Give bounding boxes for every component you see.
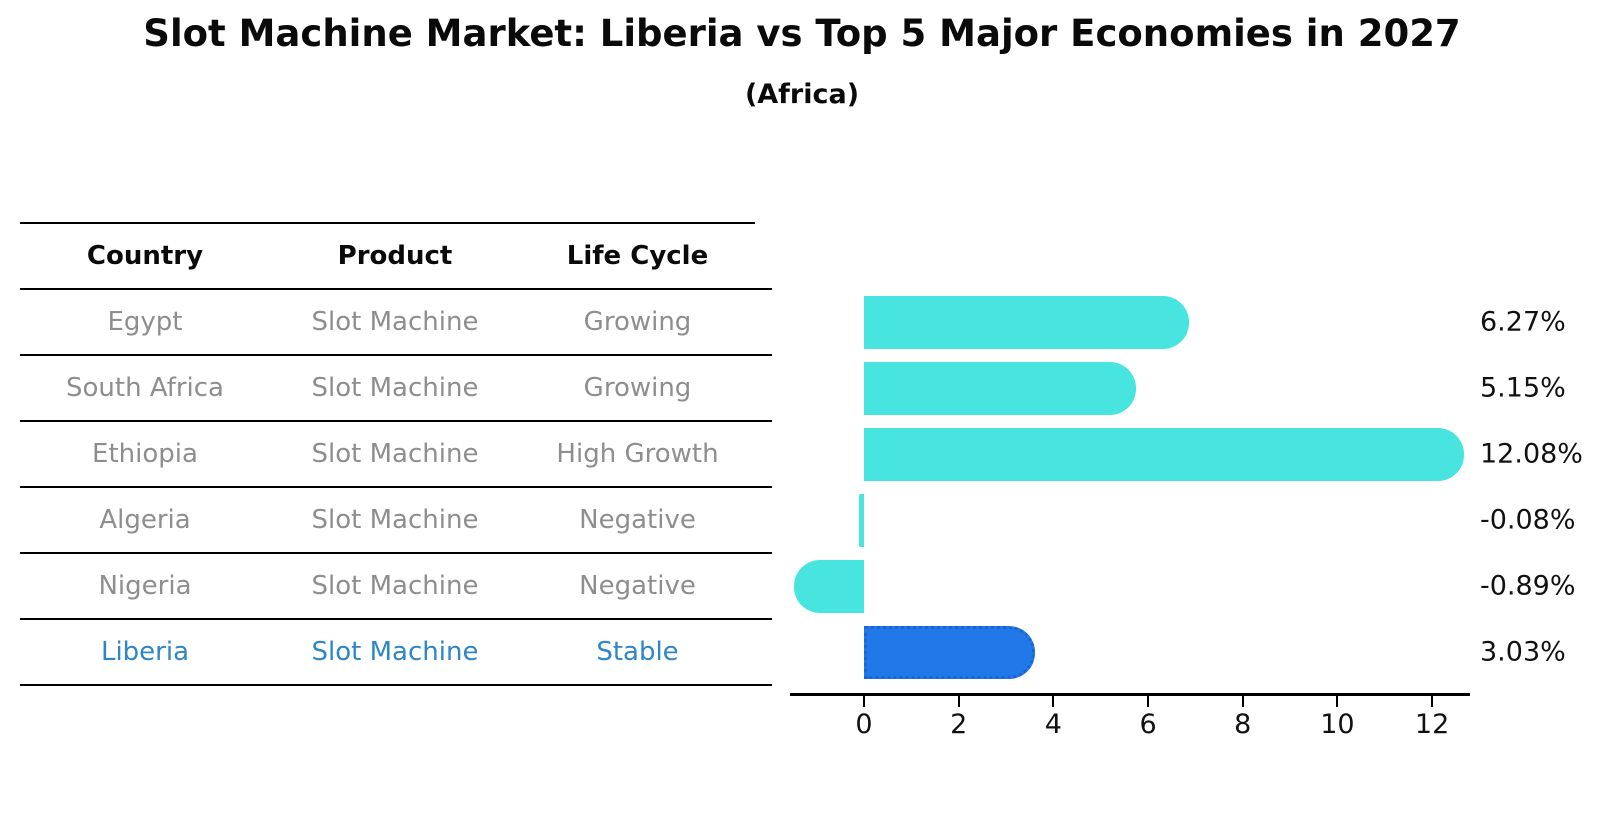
x-tick-label: 2 [950, 709, 968, 740]
table-divider [20, 354, 755, 356]
y-tick-mark [754, 354, 772, 356]
bar-nigeria [793, 559, 864, 613]
table-divider [20, 618, 755, 620]
table-cell-product: Slot Machine [311, 439, 479, 469]
table-cell-product: Slot Machine [311, 571, 479, 601]
table-cell-life_cycle: Negative [579, 505, 696, 535]
y-tick-mark [754, 684, 772, 686]
bar-egypt [864, 295, 1189, 349]
bar-algeria [859, 493, 864, 547]
table-divider [20, 486, 755, 488]
x-tick-label: 8 [1234, 709, 1252, 740]
table-cell-country: Ethiopia [92, 439, 198, 469]
table-cell-country: Egypt [107, 307, 183, 337]
y-tick-mark [754, 618, 772, 620]
value-label: 3.03% [1480, 636, 1566, 668]
x-tick-label: 4 [1044, 709, 1062, 740]
value-label: 6.27% [1480, 306, 1566, 338]
value-label: -0.89% [1480, 570, 1576, 602]
table-cell-life_cycle: High Growth [556, 439, 719, 469]
x-tick-mark [957, 696, 960, 707]
x-tick-label: 12 [1414, 709, 1450, 740]
table-top-rule [20, 222, 755, 224]
table-cell-life_cycle: Growing [583, 373, 692, 403]
value-label: 5.15% [1480, 372, 1566, 404]
table-cell-country: Liberia [100, 637, 190, 667]
column-header-life-cycle: Life Cycle [566, 241, 709, 271]
table-cell-product: Slot Machine [311, 307, 479, 337]
x-tick-mark [1147, 696, 1150, 707]
chart-subtitle: (Africa) [744, 79, 860, 110]
x-tick-label: 10 [1320, 709, 1355, 740]
table-cell-product: Slot Machine [311, 637, 479, 667]
table-divider [20, 420, 755, 422]
value-label: 12.08% [1480, 438, 1583, 470]
table-cell-country: Nigeria [98, 571, 192, 601]
table-cell-product: Slot Machine [311, 505, 479, 535]
x-tick-mark [1431, 696, 1434, 707]
x-tick-label: 6 [1139, 709, 1157, 740]
x-tick-mark [1241, 696, 1244, 707]
x-tick-mark [1052, 696, 1055, 707]
column-header-product: Product [337, 241, 453, 271]
table-cell-country: Algeria [99, 505, 191, 535]
table-cell-life_cycle: Stable [596, 637, 679, 667]
table-cell-product: Slot Machine [311, 373, 479, 403]
table-cell-country: South Africa [66, 373, 224, 403]
y-tick-mark [754, 288, 772, 290]
value-label: -0.08% [1480, 504, 1576, 536]
column-header-country: Country [86, 241, 204, 271]
y-tick-mark [754, 552, 772, 554]
table-divider [20, 288, 755, 290]
x-tick-mark [1336, 696, 1339, 707]
table-cell-life_cycle: Negative [579, 571, 696, 601]
chart-title: Slot Machine Market: Liberia vs Top 5 Ma… [143, 12, 1461, 55]
x-tick-label: 0 [855, 709, 873, 740]
table-divider [20, 552, 755, 554]
bar-ethiopia [864, 427, 1464, 481]
x-axis-line [790, 693, 1470, 696]
bar-liberia [864, 625, 1036, 679]
y-tick-mark [754, 486, 772, 488]
x-tick-mark [863, 696, 865, 707]
y-tick-mark [754, 420, 772, 422]
table-divider [20, 684, 755, 686]
bar-south-africa [864, 361, 1136, 415]
table-cell-life_cycle: Growing [583, 307, 692, 337]
